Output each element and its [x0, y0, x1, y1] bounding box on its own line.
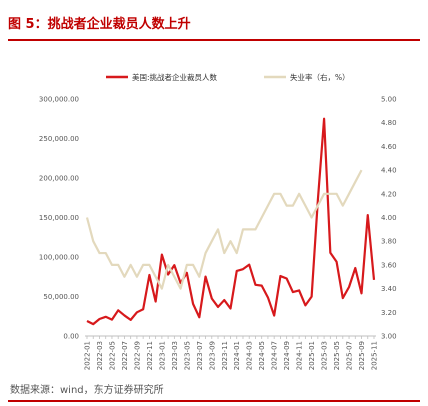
- unemployment-rate-line: [85, 169, 363, 290]
- x-tick-label: 2024-09: [283, 341, 291, 370]
- title-rule: [8, 39, 420, 41]
- x-axis: 2022-01 2022-03 2022-05 2022-07 2022-09 2022-…: [84, 335, 379, 370]
- legend-item-unemployment-label: 失业率（右，%）: [290, 72, 350, 82]
- right-y-tick-label: 3.80: [381, 238, 397, 246]
- left-y-tick-label: 50,000.00: [43, 293, 79, 301]
- x-tick-label: 2024-05: [258, 341, 266, 370]
- x-tick-label: 2022-03: [96, 341, 104, 370]
- x-tick-label: 2025-05: [333, 341, 341, 370]
- layoffs-line: [86, 117, 376, 326]
- left-y-axis: 0.00 50,000.00 100,000.00 150,000.00 200,000…: [39, 96, 79, 341]
- right-y-tick-label: 4.00: [381, 214, 397, 222]
- bottom-rule: [8, 400, 420, 402]
- legend: 美国:挑战者企业裁员人数 失业率（右，%）: [106, 72, 350, 82]
- x-tick-label: 2022-09: [133, 341, 141, 370]
- x-tick-label: 2025-03: [321, 341, 329, 370]
- x-tick-label: 2023-01: [158, 341, 166, 370]
- x-tick-label: 2024-03: [246, 341, 254, 370]
- left-y-tick-label: 300,000.00: [39, 96, 79, 104]
- x-tick-label: 2024-11: [296, 341, 304, 370]
- legend-item-layoffs-label: 美国:挑战者企业裁员人数: [132, 72, 218, 82]
- x-tick-label: 2023-11: [221, 341, 229, 370]
- x-tick-label: 2023-03: [171, 341, 179, 370]
- right-y-tick-label: 4.40: [381, 167, 397, 175]
- x-tick-label: 2022-07: [121, 341, 129, 370]
- figure-title: 图 5：挑战者企业裁员人数上升: [8, 17, 191, 32]
- right-y-tick-label: 3.00: [381, 333, 397, 341]
- x-tick-label: 2022-11: [146, 341, 154, 370]
- x-tick-label: 2023-05: [183, 341, 191, 370]
- x-tick-label: 2022-01: [84, 341, 92, 370]
- x-tick-label: 2023-07: [196, 341, 204, 370]
- right-y-tick-label: 3.20: [381, 309, 397, 317]
- x-tick-label: 2025-07: [346, 341, 354, 370]
- right-y-tick-label: 5.00: [381, 96, 397, 104]
- right-y-tick-label: 4.60: [381, 143, 397, 151]
- x-tick-label: 2024-07: [271, 341, 279, 370]
- x-tick-label: 2023-09: [208, 341, 216, 370]
- x-tick-label: 2024-01: [233, 341, 241, 370]
- right-y-tick-label: 3.60: [381, 261, 397, 269]
- left-y-tick-label: 250,000.00: [39, 135, 79, 143]
- x-tick-label: 2025-01: [308, 341, 316, 370]
- series-group: [85, 117, 376, 326]
- left-y-tick-label: 150,000.00: [39, 214, 79, 222]
- right-y-tick-label: 3.40: [381, 285, 397, 293]
- left-y-tick-label: 0.00: [63, 333, 79, 341]
- left-y-tick-label: 100,000.00: [39, 254, 79, 262]
- x-tick-label: 2025-11: [371, 341, 379, 370]
- right-y-tick-label: 4.20: [381, 190, 397, 198]
- right-y-tick-label: 4.80: [381, 119, 397, 127]
- x-tick-label: 2025-09: [358, 341, 366, 370]
- left-y-tick-label: 200,000.00: [39, 175, 79, 183]
- source-note: 数据来源：wind，东方证券研究所: [10, 385, 164, 396]
- right-y-axis: 3.00 3.20 3.40 3.60 3.80 4.00 4.20 4.40 4.60 4.80…: [381, 96, 397, 341]
- x-tick-label: 2022-05: [108, 341, 116, 370]
